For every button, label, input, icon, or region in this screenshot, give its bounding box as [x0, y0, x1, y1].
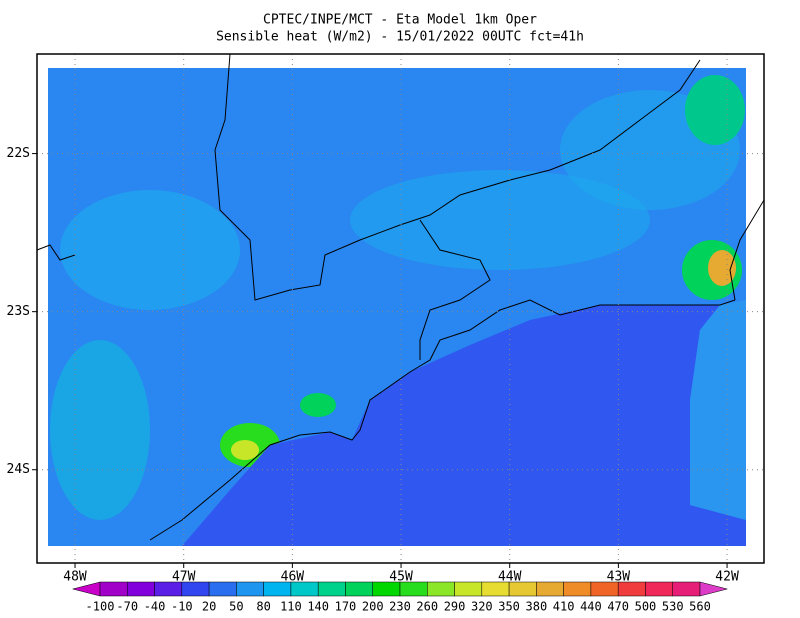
colorbar-label: 470: [607, 600, 629, 614]
ocean: [182, 305, 746, 546]
colorbar-box: [345, 581, 373, 597]
colorbar-box: [236, 581, 264, 597]
field-patch: [300, 393, 336, 417]
lon-label: 43W: [607, 570, 631, 585]
shelf: [690, 300, 746, 520]
colorbar-label: 230: [389, 600, 411, 614]
colorbar-box: [208, 581, 237, 597]
boundaries: [36, 53, 765, 541]
state-border: [419, 219, 491, 360]
colorbar-label: 170: [335, 600, 357, 614]
colorbar-box: [672, 581, 701, 597]
colorbar-label: 530: [662, 600, 684, 614]
state-border: [36, 244, 76, 261]
colorbar-label: 50: [229, 600, 243, 614]
colorbar-box: [317, 581, 346, 597]
lon-label: 44W: [498, 570, 522, 585]
frame: [36, 53, 765, 564]
lon-label: 48W: [63, 570, 87, 585]
field: [48, 68, 746, 546]
colorbar-label: 350: [498, 600, 520, 614]
colorbar-label: 110: [280, 600, 302, 614]
colorbar-box: [427, 581, 455, 597]
lat-label: 23S: [7, 304, 30, 319]
colorbar-label: 290: [444, 600, 466, 614]
colorbar-label: -10: [171, 600, 193, 614]
field-patch: [231, 440, 259, 460]
colorbar: -100 -70 -40 -10 20 50 80 110 140 170 200 230 260 290…: [72, 581, 728, 614]
field-patch: [685, 75, 745, 145]
title-line: Sensible heat (W/m2) - 15/01/2022 00UTC …: [216, 30, 584, 45]
colorbar-label: 260: [416, 600, 438, 614]
colorbar-label: 440: [580, 600, 602, 614]
colorbar-label: -70: [116, 600, 138, 614]
colorbar-label: 200: [362, 600, 384, 614]
colorbar-label: 380: [526, 600, 548, 614]
colorbar-box: [645, 581, 673, 597]
colorbar-label: 140: [307, 600, 329, 614]
field-patch: [708, 250, 736, 286]
colorbar-box: [454, 581, 483, 597]
title-line: CPTEC/INPE/MCT - Eta Model 1km Oper: [263, 13, 537, 28]
colorbar-label: -100: [86, 600, 115, 614]
field-patch: [350, 170, 650, 270]
lon-label: 45W: [389, 570, 413, 585]
field-patch: [50, 340, 150, 520]
coastline: [729, 199, 765, 301]
lat-label: 22S: [7, 146, 30, 161]
colorbar-label: -40: [144, 600, 166, 614]
lat-label: 24S: [7, 462, 30, 477]
lon-label: 47W: [172, 570, 196, 585]
colorbar-box: [99, 581, 128, 597]
colorbar-box: [127, 581, 155, 597]
colorbar-label: 80: [256, 600, 270, 614]
lon-label: 46W: [281, 570, 305, 585]
colorbar-box: [536, 581, 564, 597]
state-border: [214, 53, 701, 301]
coastline: [149, 299, 736, 541]
colorbar-label: 20: [202, 600, 216, 614]
colorbar-end: [699, 581, 728, 597]
colorbar-label: 560: [689, 600, 711, 614]
lon-label: 42W: [715, 570, 739, 585]
colorbar-label: 410: [553, 600, 575, 614]
grid: [32, 54, 764, 568]
field-patch: [60, 190, 240, 310]
colorbar-box: [563, 581, 592, 597]
colorbar-label: 500: [635, 600, 657, 614]
colorbar-label: 320: [471, 600, 493, 614]
